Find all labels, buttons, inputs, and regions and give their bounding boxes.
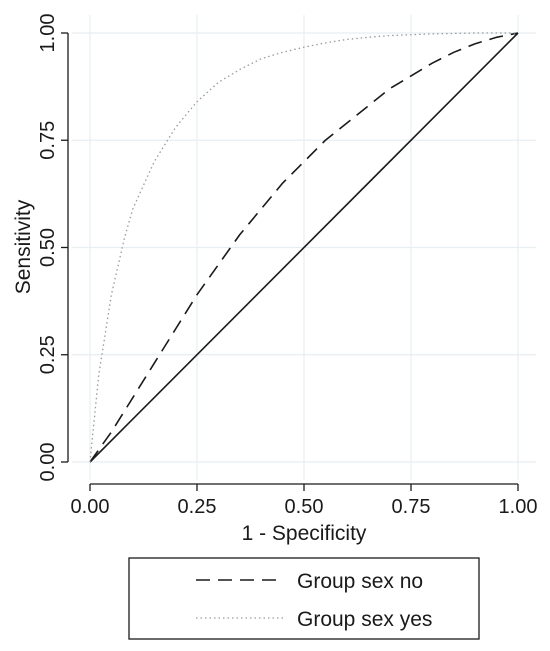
reference-line (89, 32, 519, 463)
x-tick-label-3: 0.75 (392, 496, 431, 518)
y-tick-label-2: 0.50 (37, 228, 59, 267)
tick-labels: 0.00 0.25 0.50 0.75 1.00 0.00 0.25 0.50 0.75 1.00 (37, 14, 537, 518)
legend-label-group-sex-yes: Group sex yes (297, 608, 432, 631)
reference-diagonal (89, 32, 519, 463)
y-tick-label-0: 0.00 (37, 443, 59, 482)
x-tick-label-2: 0.50 (285, 496, 324, 518)
y-axis-title: Sensitivity (12, 199, 35, 294)
y-tick-label-3: 0.75 (37, 121, 59, 160)
axes (61, 32, 519, 491)
legend-box (128, 557, 480, 640)
grid-lines (72, 15, 536, 480)
legend: Group sex no Group sex yes (128, 557, 480, 640)
x-tick-label-0: 0.00 (71, 496, 110, 518)
y-tick-label-4: 1.00 (37, 14, 59, 53)
y-tick-label-1: 0.25 (37, 335, 59, 374)
x-tick-label-1: 0.25 (178, 496, 217, 518)
x-axis-title: 1 - Specificity (242, 522, 367, 545)
x-tick-label-4: 1.00 (499, 496, 538, 518)
legend-label-group-sex-no: Group sex no (297, 570, 423, 593)
